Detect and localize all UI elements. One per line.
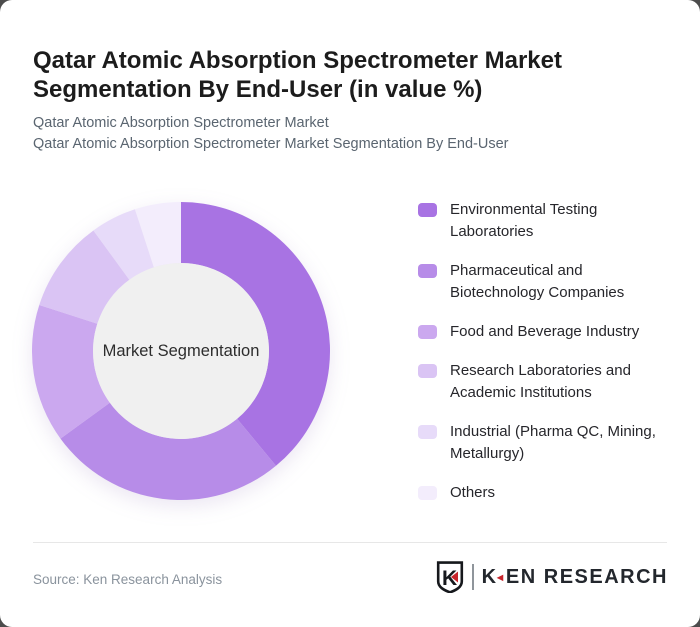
legend-label: Environmental Testing Laboratories [450,201,598,240]
legend-swatch-icon [418,325,437,339]
subtitle-line-2: Qatar Atomic Absorption Spectrometer Mar… [33,136,509,152]
source-text: Source: Ken Research Analysis [33,572,223,587]
donut-segment-2[interactable] [32,304,110,439]
legend-label: Industrial (Pharma QC, Mining, Metallurg… [450,423,656,462]
legend-swatch-icon [418,364,437,378]
logo-wordmark: K ◄ EN RESEARCH [482,566,668,589]
donut-segment-3[interactable] [39,230,130,324]
legend-item-industrial[interactable]: Industrial (Pharma QC, Mining, Metallurg… [418,421,672,465]
donut-segment-5[interactable] [134,202,181,268]
legend-item-environmental[interactable]: Environmental Testing Laboratories [418,199,672,243]
legend-item-food-beverage[interactable]: Food and Beverage Industry [418,321,672,343]
legend-swatch-icon [418,486,437,500]
legend-swatch-icon [418,264,437,278]
logo-shield-icon: K [436,561,463,593]
donut-segment-1[interactable] [60,402,276,501]
donut-chart: Market Segmentation [31,201,331,501]
subtitle-line-1: Qatar Atomic Absorption Spectrometer Mar… [33,115,329,131]
ken-research-logo: K K ◄ EN RESEARCH [436,561,668,593]
donut-segment-4[interactable] [93,209,154,280]
logo-letter-k: K [481,565,498,588]
logo-separator [471,564,474,590]
donut-segment-0[interactable] [181,202,331,466]
legend-swatch-icon [418,203,437,217]
chart-legend: Environmental Testing Laboratories Pharm… [418,199,672,504]
footer-divider [33,542,667,543]
legend-label: Others [450,484,496,501]
legend-label: Food and Beverage Industry [450,323,640,340]
legend-item-pharma-biotech[interactable]: Pharmaceutical and Biotechnology Compani… [418,260,672,304]
logo-red-triangle-icon: ◄ [494,571,507,584]
donut-center-circle [93,263,269,439]
logo-wordmark-rest: EN RESEARCH [505,565,668,588]
page-title: Qatar Atomic Absorption Spectrometer Mar… [33,47,562,104]
legend-item-research-academic[interactable]: Research Laboratories and Academic Insti… [418,360,672,404]
donut-svg [32,202,331,501]
legend-label: Pharmaceutical and Biotechnology Compani… [450,262,625,301]
legend-swatch-icon [418,425,437,439]
legend-item-others[interactable]: Others [418,482,672,504]
legend-label: Research Laboratories and Academic Insti… [450,362,631,401]
svg-text:K: K [442,567,457,590]
